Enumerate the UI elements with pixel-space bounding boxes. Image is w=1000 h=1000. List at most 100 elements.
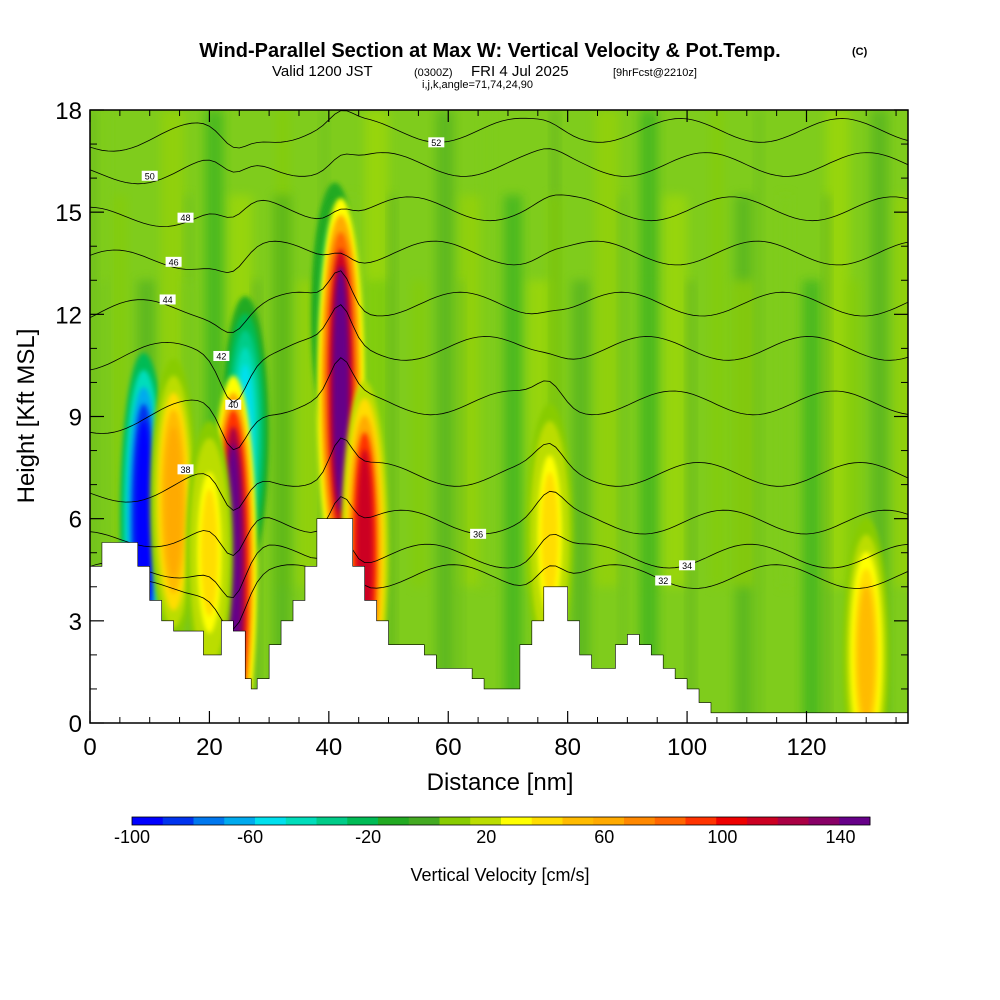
theta-contour-line xyxy=(90,533,908,599)
colorbar-tick-label: 60 xyxy=(594,827,614,847)
field-stripe xyxy=(826,110,850,587)
x-tick-label: 100 xyxy=(667,734,707,761)
field-stripe xyxy=(846,280,860,587)
theta-contour-label: 52 xyxy=(431,138,441,148)
theta-contour-label: 50 xyxy=(145,171,155,181)
colorbar-swatch xyxy=(408,817,440,825)
terrain-mask xyxy=(90,518,908,723)
theta-label-bg xyxy=(679,560,696,571)
updraft-core xyxy=(541,472,559,600)
theta-contour-label: 32 xyxy=(658,576,668,586)
colorbar-swatch xyxy=(593,817,625,825)
chart-title: Wind-Parallel Section at Max W: Vertical… xyxy=(199,40,780,62)
colorbar-swatch xyxy=(255,817,287,825)
colorbar-tick-label: 100 xyxy=(707,827,737,847)
theta-contour-label: 40 xyxy=(228,400,238,410)
y-tick-label: 12 xyxy=(55,302,82,329)
colorbar-swatch xyxy=(531,817,563,825)
colorbar-tick-label: -60 xyxy=(237,827,263,847)
field-stripe xyxy=(802,280,821,723)
theta-contour-line xyxy=(90,490,908,556)
field-stripe xyxy=(823,195,831,723)
theta-label-bg xyxy=(213,350,230,361)
x-tick-label: 80 xyxy=(554,734,581,761)
theta-label-bg xyxy=(655,575,672,586)
field-stripe xyxy=(412,280,425,587)
y-axis-label: Height [Kft MSL] xyxy=(13,329,40,504)
updraft-core xyxy=(332,266,350,513)
theta-label-bg xyxy=(470,528,487,539)
colorbar-frame xyxy=(131,816,871,826)
y-tick-label: 15 xyxy=(55,200,82,227)
field-stripe xyxy=(687,280,695,723)
field-stripe xyxy=(388,195,396,723)
field-stripe xyxy=(639,110,658,723)
colorbar-swatch xyxy=(777,817,809,825)
field-stripe xyxy=(755,110,763,723)
chart-title-mark: (C) xyxy=(852,46,868,58)
theta-label-bg xyxy=(177,212,194,223)
x-tick-label: 20 xyxy=(196,734,223,761)
theta-contour-line xyxy=(90,437,908,511)
theta-contour-line xyxy=(90,110,908,152)
updraft-core xyxy=(201,489,218,617)
theta-label-bg xyxy=(177,464,194,475)
x-tick-label: 60 xyxy=(435,734,462,761)
theta-label-bg xyxy=(141,170,158,181)
colorbar-swatch xyxy=(808,817,840,825)
field-stripe xyxy=(96,110,110,587)
valid-date: FRI 4 Jul 2025 xyxy=(471,63,569,80)
theta-contour-label: 36 xyxy=(473,529,483,539)
field-stripe xyxy=(273,195,292,723)
theta-label-bg xyxy=(225,399,242,410)
theta-label-bg xyxy=(159,294,176,305)
colorbar-swatch xyxy=(685,817,717,825)
y-tick-label: 9 xyxy=(69,405,82,432)
field-stripe xyxy=(894,195,908,587)
colorbar-label: Vertical Velocity [cm/s] xyxy=(410,865,589,885)
y-tick-label: 0 xyxy=(69,711,82,738)
field-stripe xyxy=(571,280,590,723)
theta-contour-line xyxy=(90,270,908,333)
theta-contour-label: 34 xyxy=(682,561,692,571)
theta-label-bg xyxy=(165,256,182,267)
theta-contour-line xyxy=(90,148,908,185)
theta-contour-line xyxy=(90,240,908,274)
field-stripe xyxy=(459,195,484,587)
x-tick-label: 40 xyxy=(315,734,342,761)
colorbar-swatch xyxy=(716,817,748,825)
field-stripe xyxy=(711,110,724,587)
field-stripe xyxy=(504,195,522,723)
updraft-core xyxy=(857,585,875,723)
colorbar-swatch xyxy=(378,817,410,825)
colorbar-swatch xyxy=(162,817,194,825)
colorbar: -100 -60 -20 20 60 100 140 xyxy=(114,816,871,847)
colorbar-swatch xyxy=(562,817,594,825)
colorbar-swatch xyxy=(285,817,317,825)
field-stripe xyxy=(456,280,464,723)
colorbar-tick-label: 140 xyxy=(825,827,855,847)
colorbar-swatch xyxy=(654,817,686,825)
colorbar-swatch xyxy=(224,817,256,825)
theta-contour-label: 42 xyxy=(216,351,226,361)
y-tick-label: 3 xyxy=(69,609,82,636)
field-stripe xyxy=(480,110,493,587)
colorbar-tick-label: -20 xyxy=(355,827,381,847)
colorbar-swatch xyxy=(439,817,471,825)
forecast-info: [9hrFcst@2210z] xyxy=(613,67,697,79)
valid-utc: (0300Z) xyxy=(414,67,453,79)
theta-contours: 32 34 36 38 40 42 44 46 48 50 52 xyxy=(90,110,908,630)
plot-field: 32 34 36 38 40 42 44 46 48 50 52 xyxy=(90,110,908,723)
theta-contour-line xyxy=(90,194,908,228)
colorbar-swatch xyxy=(624,817,656,825)
colorbar-tick-label: -100 xyxy=(114,827,150,847)
field-stripe xyxy=(731,280,755,587)
x-axis-label: Distance [nm] xyxy=(427,769,574,796)
colorbar-swatch xyxy=(193,817,225,825)
theta-contour-line xyxy=(90,304,908,403)
valid-time: Valid 1200 JST xyxy=(272,63,373,80)
colorbar-swatch xyxy=(316,817,348,825)
theta-label-bg xyxy=(428,137,445,148)
colorbar-swatch xyxy=(347,817,379,825)
